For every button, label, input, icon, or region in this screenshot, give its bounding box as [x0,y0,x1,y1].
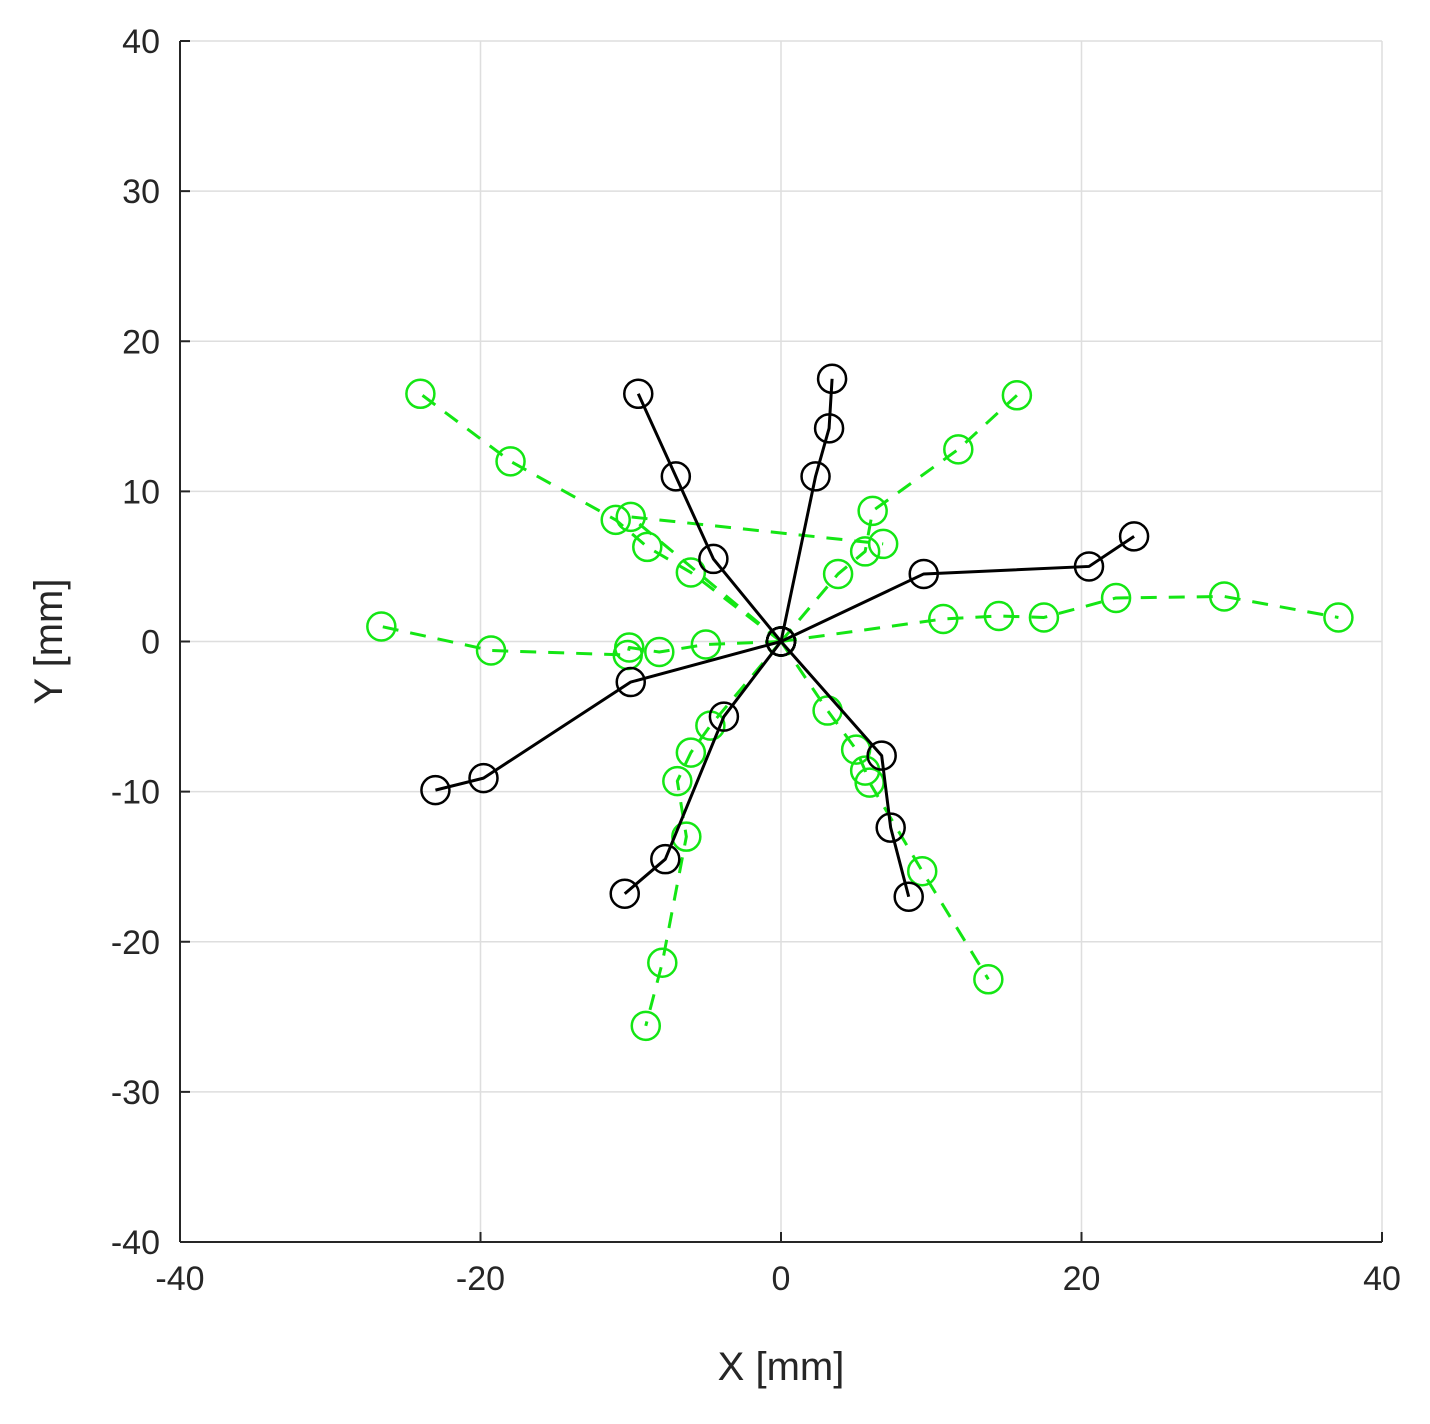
data-point-marker [813,413,845,444]
data-point-marker [908,558,939,590]
y-tick-label: 0 [141,624,160,662]
data-point-marker [973,964,1004,995]
data-point-marker [690,629,722,660]
x-tick-label: -20 [456,1260,505,1298]
axes: -40 -20 0 20 40 -40 -30 -20 -10 0 10 20 30 40 [111,23,1401,1298]
data-point-marker [875,812,906,843]
y-tick-label: -30 [111,1074,160,1112]
y-tick-label: -40 [111,1224,160,1262]
data-point-marker [1118,521,1150,552]
data-point-marker [849,536,881,567]
trajectory-line [779,640,911,898]
data-point-marker [647,947,678,979]
data-point-marker [800,461,831,492]
y-tick-label: 40 [122,23,160,61]
data-point-marker [405,378,436,410]
data-point-marker [630,1010,662,1042]
data-point-marker [812,695,843,726]
trajectory-line [629,515,884,643]
data-point-marker [906,855,938,887]
trajectory-line [381,625,782,657]
data-point-marker [600,504,631,536]
y-axis-label: Y [mm] [27,579,71,705]
y-tick-label: -10 [111,774,160,812]
data-point-marker [468,762,499,794]
data-point-marker [615,666,646,698]
data-point-marker [698,543,729,575]
data-point-marker [708,701,740,732]
data-point-marker [1323,602,1354,633]
data-point-marker [650,843,681,875]
series-black-trajectories [420,363,1150,912]
data-point-marker [660,461,692,492]
y-tick-label: 10 [122,473,160,511]
data-point-marker [867,528,899,560]
x-axis-label: X [mm] [718,1345,845,1389]
data-point-marker [928,603,959,635]
data-point-marker [675,737,707,768]
trajectory-line [779,640,990,981]
trajectory-line [636,393,783,643]
x-tick-label: 20 [1063,1260,1101,1298]
data-point-marker [1208,581,1240,612]
data-point-marker [822,558,854,590]
data-point-marker [816,363,848,395]
labels: X [mm] Y [mm] [27,579,844,1389]
trajectory-line [419,392,782,643]
data-point-marker [893,881,924,912]
y-tick-label: 20 [122,323,160,361]
data-point-marker [609,878,640,909]
series-layer [366,363,1354,1042]
series-green-trajectories [366,378,1354,1042]
data-point-marker [943,434,974,465]
data-point-marker [857,495,888,527]
data-point-marker [615,501,646,533]
y-tick-label: -20 [111,924,160,962]
trajectory-line [644,640,783,1027]
trajectory-line [623,640,783,895]
data-point-marker [1100,582,1132,614]
data-point-marker [495,446,526,477]
x-tick-label: -40 [155,1260,204,1298]
data-point-marker [983,600,1015,632]
trajectory-line [779,378,834,642]
data-point-marker [1073,551,1105,582]
data-point-marker [866,740,897,771]
data-point-marker [420,774,451,806]
data-point-marker [366,611,397,642]
data-point-marker [671,821,702,852]
y-tick-label: 30 [122,173,160,211]
x-tick-label: 0 [772,1260,791,1298]
trajectory-line [435,640,782,792]
data-point-marker [1001,380,1033,411]
data-point-marker [475,635,507,666]
data-point-marker [644,636,675,668]
data-point-marker [662,765,693,797]
data-point-marker [765,626,797,657]
data-point-marker [1028,602,1060,633]
data-point-marker [623,378,654,410]
data-point-marker [632,531,663,563]
trajectory-line [780,594,1339,643]
trajectory-line [780,535,1135,643]
x-tick-label: 40 [1363,1260,1401,1298]
data-point-marker [675,557,707,588]
